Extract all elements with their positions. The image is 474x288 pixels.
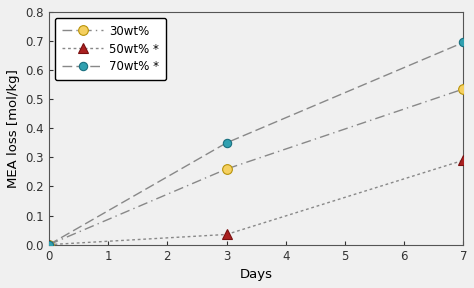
50wt% * [46,243,52,246]
50wt% * [224,233,229,236]
30wt% [46,243,52,246]
Y-axis label: MEA loss [mol/kg]: MEA loss [mol/kg] [7,69,20,188]
70wt% * [224,141,229,145]
30wt% [460,87,466,91]
Line: 30wt%: 30wt% [44,84,468,249]
30wt% [224,167,229,171]
Legend: 30wt%, 50wt% *, 70wt% *: 30wt%, 50wt% *, 70wt% * [55,18,166,80]
70wt% * [46,243,52,246]
X-axis label: Days: Days [240,268,273,281]
Line: 50wt% *: 50wt% * [44,156,468,249]
50wt% * [460,159,466,162]
70wt% * [460,41,466,44]
Line: 70wt% *: 70wt% * [45,38,467,249]
